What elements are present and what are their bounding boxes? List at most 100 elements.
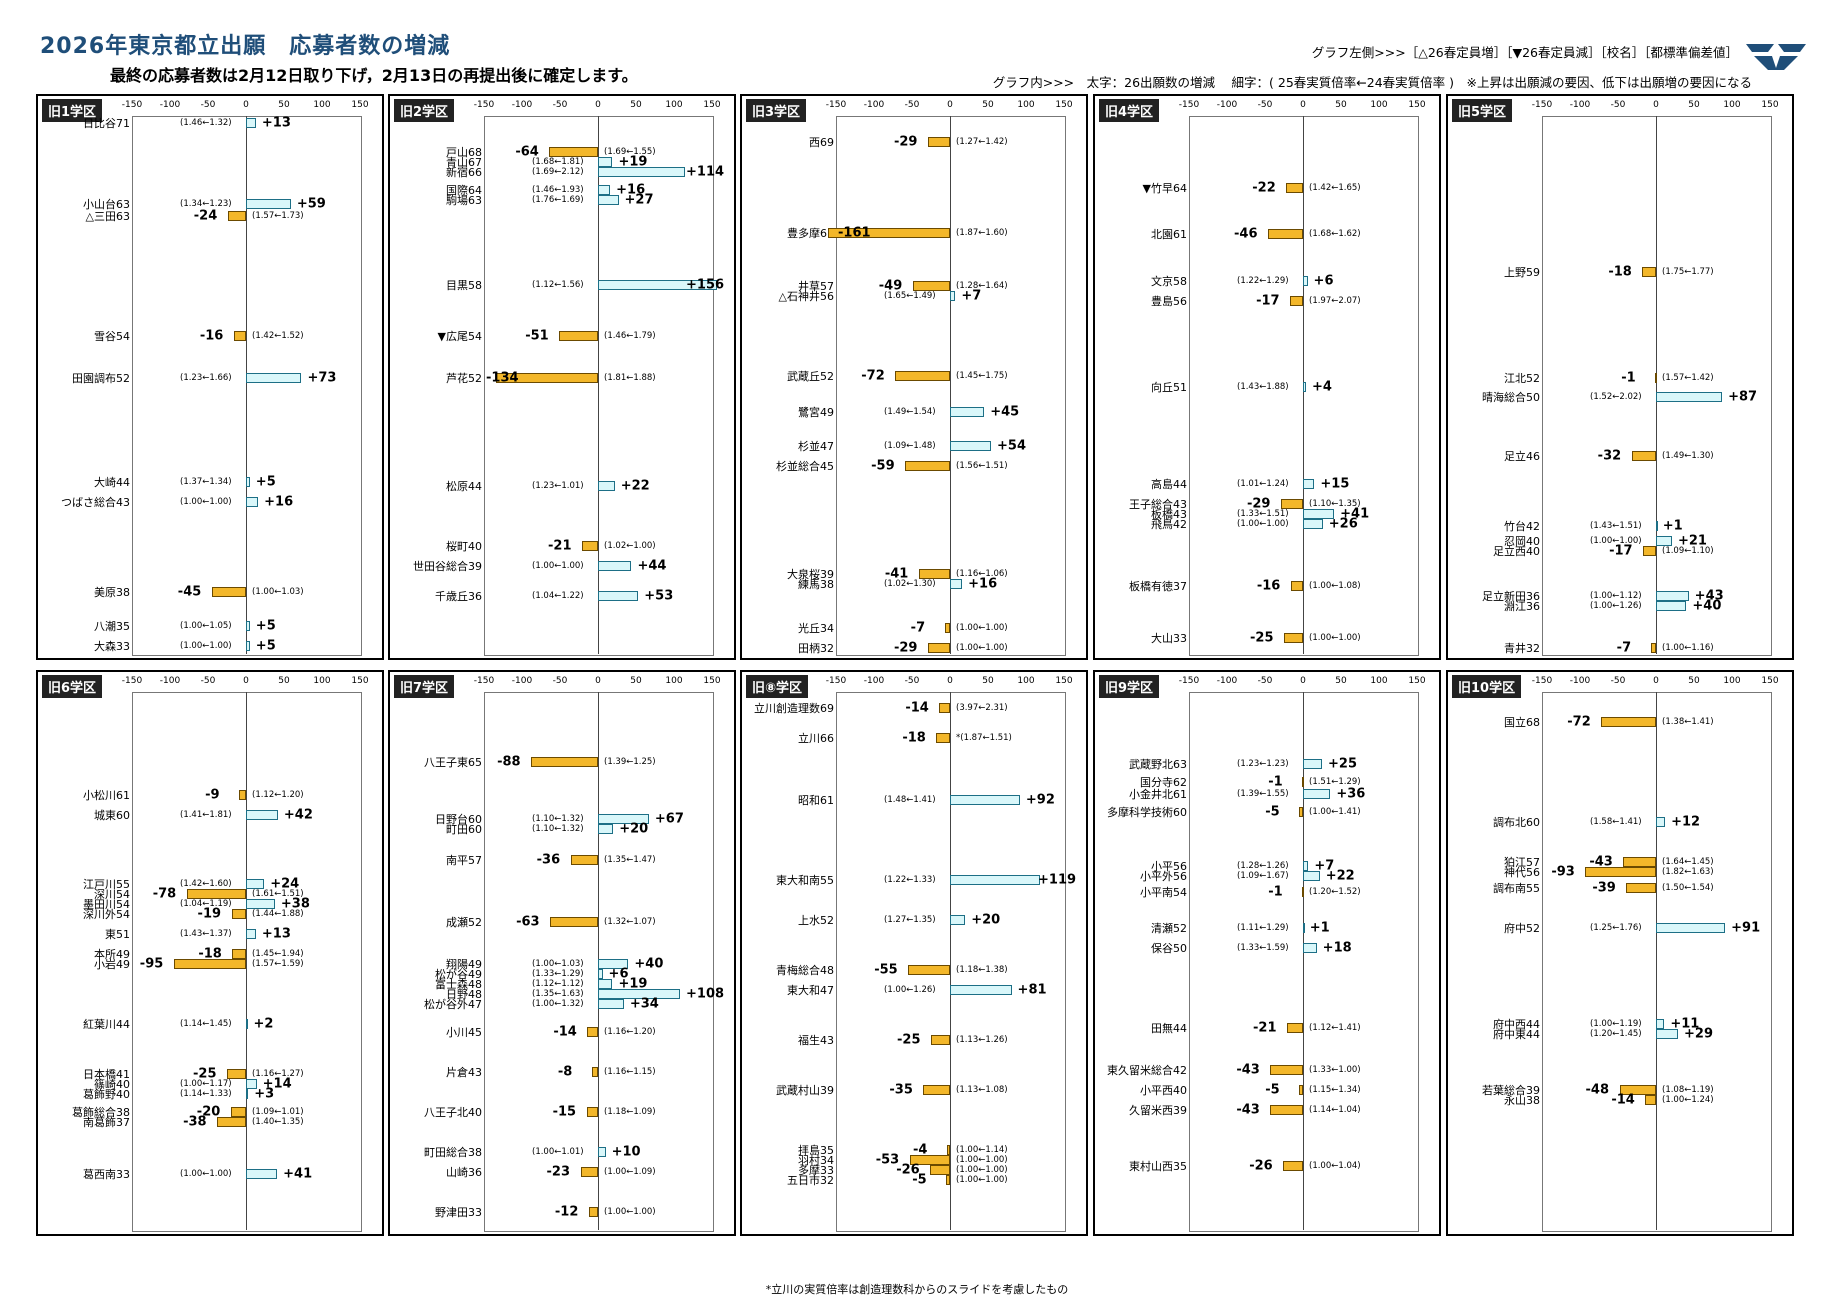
ratio-note: (1.33←1.51) — [1237, 509, 1289, 519]
change-value: -25 — [1250, 630, 1274, 646]
district-panel: 旧3学区 -150 -100 -50 0 50 100 150 西69 -29 (1.27←1.42… — [740, 94, 1088, 660]
change-value: -32 — [1597, 448, 1622, 464]
change-value: +40 — [634, 956, 664, 972]
ratio-note: (1.20←1.52) — [1309, 887, 1361, 897]
school-name: 永山38 — [1504, 1094, 1540, 1107]
change-value: +16 — [616, 182, 646, 198]
district-panel: 旧4学区 -150 -100 -50 0 50 100 150 ▼竹早64 -22 (1.42←1.… — [1093, 94, 1441, 660]
change-bar — [908, 965, 950, 975]
change-bar — [1299, 1085, 1303, 1095]
school-name: 桜町40 — [446, 540, 482, 553]
change-value: -134 — [486, 370, 519, 386]
change-value: +15 — [1320, 476, 1350, 492]
ratio-note: (1.16←1.06) — [956, 569, 1008, 579]
change-bar — [1299, 807, 1303, 817]
change-bar — [1303, 759, 1322, 769]
school-name: 小岩49 — [94, 958, 130, 971]
ratio-note: (1.82←1.63) — [1662, 867, 1714, 877]
school-name: 文京58 — [1151, 275, 1187, 288]
change-value: +34 — [629, 996, 659, 1012]
school-name: 町田60 — [446, 823, 482, 836]
ratio-note: (1.16←1.15) — [604, 1067, 656, 1077]
zero-line — [246, 692, 247, 1230]
change-value: -64 — [515, 144, 539, 160]
change-bar — [1303, 276, 1308, 286]
school-name: 小金井北61 — [1129, 788, 1187, 801]
change-value: +59 — [296, 196, 326, 212]
x-tick-label: -150 — [1178, 100, 1200, 110]
school-name: ▼竹早64 — [1142, 182, 1187, 195]
change-bar — [923, 1085, 950, 1095]
ratio-note: (1.00←1.24) — [1662, 1095, 1714, 1105]
change-value: +114 — [686, 164, 725, 180]
ratio-note: (1.48←1.41) — [884, 795, 936, 805]
change-bar — [550, 917, 598, 927]
x-tick-label: 150 — [1055, 100, 1073, 110]
zero-line — [598, 116, 599, 654]
ratio-note: (1.09←1.01) — [252, 1107, 304, 1117]
x-tick-label: -50 — [552, 676, 568, 686]
ratio-note: (1.34←1.23) — [180, 199, 232, 209]
change-bar — [1631, 451, 1656, 461]
ratio-note: (1.12←1.56) — [532, 280, 584, 290]
change-value: +44 — [637, 558, 667, 574]
ratio-note: (1.64←1.45) — [1662, 857, 1714, 867]
school-name: 深川54 — [94, 888, 130, 901]
ratio-note: (1.65←1.49) — [884, 291, 936, 301]
change-value: -45 — [177, 584, 202, 600]
school-name: △三田63 — [85, 210, 130, 223]
school-name: 南平57 — [446, 854, 482, 867]
ratio-note: (1.32←1.07) — [604, 917, 656, 927]
school-name: 富士森48 — [435, 978, 482, 991]
school-name: 江北52 — [1504, 372, 1540, 385]
change-bar — [909, 1155, 950, 1165]
ratio-note: (1.00←1.17) — [180, 1079, 232, 1089]
change-bar — [1303, 519, 1323, 529]
x-tick-label: -150 — [1178, 676, 1200, 686]
school-name: 府中西44 — [1493, 1018, 1540, 1031]
ratio-note: (1.40←1.35) — [252, 1117, 304, 1127]
change-bar — [1290, 296, 1303, 306]
footnote: *立川の実質倍率は創造理数科からのスライドを考慮したもの — [765, 1283, 1069, 1296]
school-name: 大山33 — [1151, 632, 1187, 645]
school-name: 杉並総合45 — [776, 460, 834, 473]
change-bar — [1303, 789, 1331, 799]
school-name: 松原44 — [446, 480, 482, 493]
ratio-note: (1.42←1.60) — [180, 879, 232, 889]
change-bar — [598, 280, 717, 290]
change-bar — [246, 621, 250, 631]
school-name: 多摩科学技術60 — [1107, 806, 1187, 819]
x-tick-label: -100 — [1569, 100, 1591, 110]
legend-inner-note: グラフ内>>> 太字：26出願数の増減 細字：( 25春実質倍率←24春実質倍率… — [992, 75, 1752, 90]
change-value: -18 — [902, 730, 926, 746]
change-value: +18 — [1322, 940, 1352, 956]
x-tick-label: -100 — [863, 676, 885, 686]
ratio-note: (1.16←1.27) — [252, 1069, 304, 1079]
change-value: -8 — [557, 1064, 573, 1080]
change-value: -49 — [878, 278, 903, 294]
ratio-note: (1.57←1.59) — [252, 959, 304, 969]
change-bar — [1655, 373, 1658, 383]
change-bar — [217, 1117, 246, 1127]
change-bar — [912, 281, 950, 291]
x-tick-label: -100 — [511, 100, 533, 110]
school-name: 日本橋41 — [83, 1068, 130, 1081]
school-name: 葛飾総合38 — [72, 1106, 130, 1119]
ratio-note: (1.00←1.00) — [180, 1169, 232, 1179]
school-name: 昭和61 — [798, 794, 834, 807]
x-tick-label: -100 — [1569, 676, 1591, 686]
change-bar — [950, 291, 956, 301]
change-value: +16 — [968, 576, 998, 592]
change-value: +25 — [1328, 756, 1357, 772]
school-name: 足立46 — [1504, 450, 1540, 463]
x-tick-label: 100 — [1723, 100, 1741, 110]
change-value: +21 — [1677, 533, 1707, 549]
change-value: +53 — [644, 588, 674, 604]
ratio-note: (1.10←1.32) — [532, 824, 584, 834]
change-bar — [1656, 601, 1687, 611]
zero-line — [950, 692, 951, 1230]
ratio-note: (1.16←1.20) — [604, 1027, 656, 1037]
change-value: +10 — [611, 1144, 641, 1160]
change-value: -21 — [548, 538, 572, 554]
panel-title: 旧1学区 — [42, 99, 103, 122]
